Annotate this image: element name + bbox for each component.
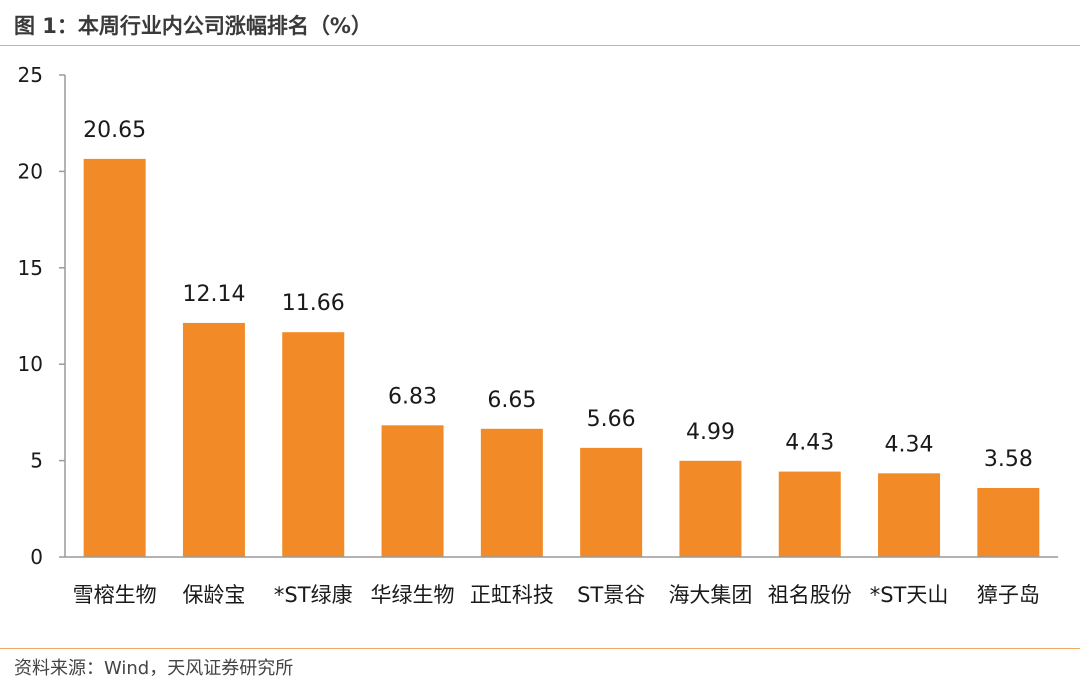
y-axis: 0 5 10 15 20 25 xyxy=(18,63,66,569)
category-label: ST景谷 xyxy=(577,583,645,607)
bar xyxy=(182,322,245,557)
bar xyxy=(977,487,1040,557)
data-label: 6.65 xyxy=(487,388,536,413)
category-label: 保龄宝 xyxy=(182,583,245,607)
data-label: 4.99 xyxy=(686,420,735,445)
source-note: 资料来源：Wind，天风证券研究所 xyxy=(14,658,294,679)
bar xyxy=(83,158,146,558)
bar xyxy=(679,460,742,557)
data-label: 4.43 xyxy=(785,431,834,456)
bar xyxy=(580,447,643,557)
category-label: 正虹科技 xyxy=(470,583,554,607)
bar xyxy=(282,332,345,557)
y-tick-label: 15 xyxy=(18,256,43,280)
category-label: 祖名股份 xyxy=(768,583,852,607)
y-tick-label: 10 xyxy=(18,352,43,376)
data-label: 4.34 xyxy=(885,432,934,457)
figure-title: 图 1：本周行业内公司涨幅排名（%） xyxy=(14,14,372,38)
bar xyxy=(480,428,543,557)
bottom-divider xyxy=(0,648,1080,649)
data-label: 5.66 xyxy=(587,407,636,432)
category-label: *ST天山 xyxy=(870,583,949,607)
data-label: 3.58 xyxy=(984,447,1033,472)
y-tick-label: 25 xyxy=(18,63,43,87)
category-label: 獐子岛 xyxy=(977,583,1040,607)
data-label: 20.65 xyxy=(83,118,146,143)
category-label: 雪榕生物 xyxy=(73,583,157,607)
bar-chart: 0 5 10 15 20 25 20.65 12.14 11.66 6.83 6.65 5.66 4.… xyxy=(18,63,1058,607)
bar xyxy=(381,425,444,557)
data-label: 6.83 xyxy=(388,384,437,409)
y-tick-label: 20 xyxy=(18,159,43,183)
y-tick-label: 0 xyxy=(30,545,43,569)
y-tick-label: 5 xyxy=(30,449,43,473)
data-label: 11.66 xyxy=(282,291,345,316)
x-axis: 雪榕生物 保龄宝 *ST绿康 华绿生物 正虹科技 ST景谷 海大集团 祖名股份 *ST天山 獐子岛 xyxy=(65,556,1058,607)
category-label: 海大集团 xyxy=(668,583,752,607)
category-label: *ST绿康 xyxy=(274,583,353,607)
bar xyxy=(778,471,841,557)
bars: 20.65 12.14 11.66 6.83 6.65 5.66 4.99 4.43 4.34 3… xyxy=(83,118,1040,558)
data-label: 12.14 xyxy=(182,282,245,307)
category-label: 华绿生物 xyxy=(371,583,455,607)
top-divider xyxy=(0,45,1080,46)
bar xyxy=(878,473,941,557)
